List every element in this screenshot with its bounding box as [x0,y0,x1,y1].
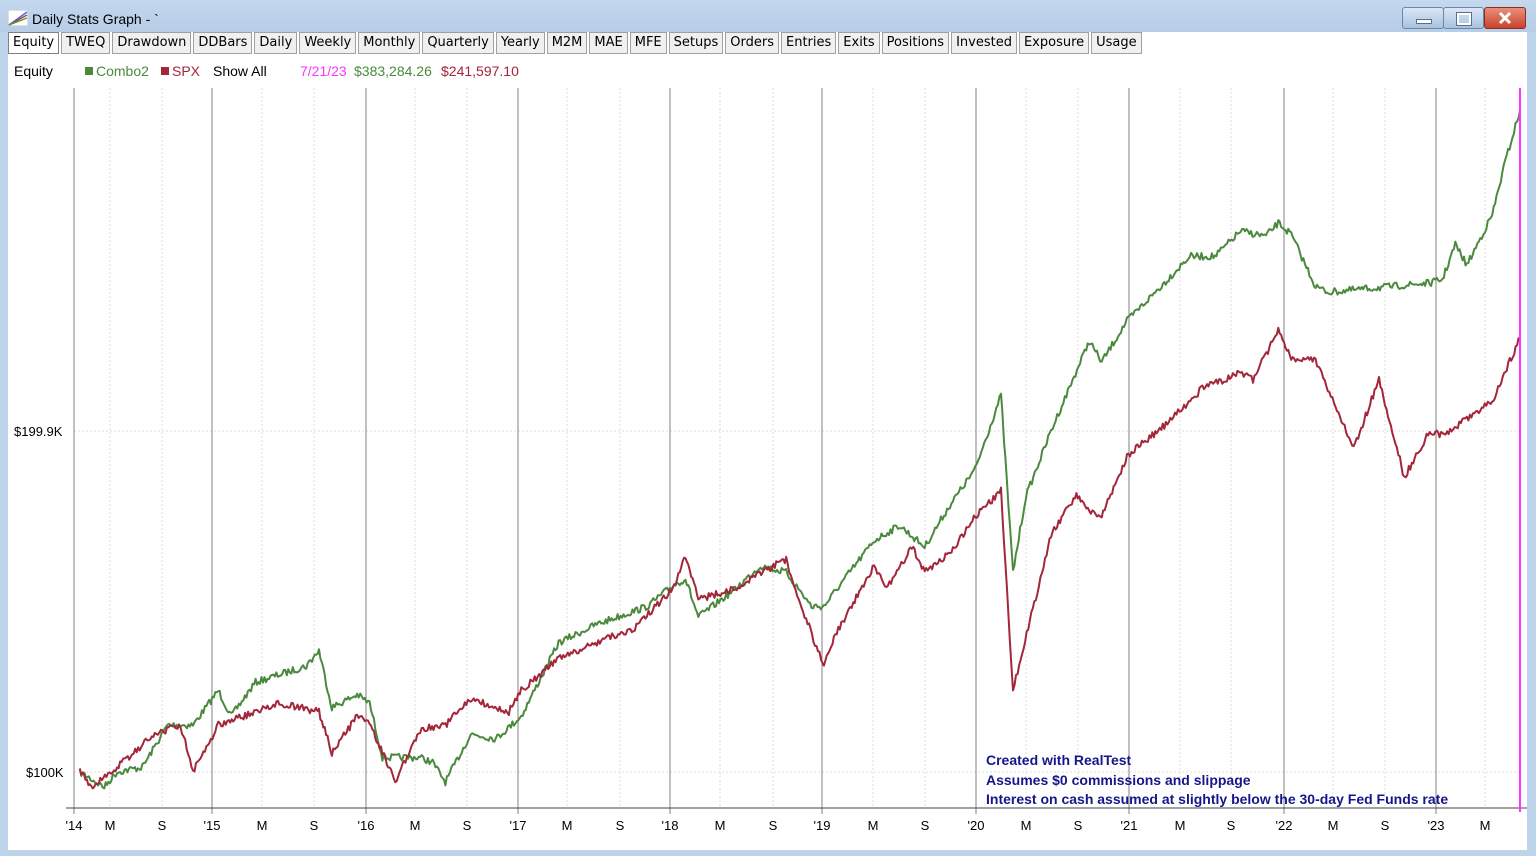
legend-chart-label: Equity [14,63,53,79]
tab-tweq[interactable]: TWEQ [61,32,111,54]
x-tick-label: '16 [357,818,375,833]
tab-monthly[interactable]: Monthly [358,32,421,54]
annotation-line: Interest on cash assumed at slightly bel… [986,791,1449,807]
cursor-value-spx: $241,597.10 [441,63,519,79]
cursor-value-combo2: $383,284.26 [354,63,432,79]
annotation-line: Created with RealTest [986,752,1132,768]
show-all-toggle[interactable]: Show All [213,63,267,79]
tab-daily[interactable]: Daily [254,32,298,54]
tab-orders[interactable]: Orders [725,32,779,54]
tab-drawdown[interactable]: Drawdown [112,32,192,54]
equity-chart[interactable] [8,32,1527,850]
x-tick-label: S [1226,818,1236,833]
tab-mfe[interactable]: MFE [629,32,667,54]
tab-usage[interactable]: Usage [1091,32,1142,54]
tab-exits[interactable]: Exits [838,32,880,54]
tab-m2m[interactable]: M2M [546,32,588,54]
app-graph-icon [8,10,28,26]
tab-positions[interactable]: Positions [881,32,950,54]
maximize-button[interactable] [1443,7,1484,29]
tab-invested[interactable]: Invested [951,32,1017,54]
x-tick-label: '21 [1120,818,1138,833]
close-icon [1498,11,1512,25]
minimize-button[interactable] [1402,7,1444,29]
minimize-icon [1416,19,1432,24]
x-tick-label: S [462,818,472,833]
tab-ddbars[interactable]: DDBars [193,32,253,54]
y-tick-label: $199.9K [14,424,63,439]
tab-setups[interactable]: Setups [668,32,724,54]
x-tick-label: M [104,818,116,833]
x-tick-label: S [157,818,167,833]
spx-swatch-icon [161,67,169,75]
series-line-spx [78,326,1521,790]
tab-mae[interactable]: MAE [589,32,628,54]
x-tick-label: S [615,818,625,833]
x-tick-label: M [867,818,879,833]
graph-window-client: Equity TWEQ Drawdown DDBars Daily Weekly Month… [8,32,1527,850]
x-tick-label: M [1479,818,1491,833]
x-tick-label: '15 [203,818,221,833]
x-tick-label: M [1020,818,1032,833]
window-title: Daily Stats Graph - ` [32,11,159,27]
x-tick-label: S [1380,818,1390,833]
x-tick-label: S [768,818,778,833]
x-tick-label: M [1327,818,1339,833]
tab-quarterly[interactable]: Quarterly [422,32,494,54]
close-button[interactable] [1484,7,1526,29]
x-tick-label: S [1073,818,1083,833]
maximize-icon [1456,12,1472,26]
x-tick-label: '18 [661,818,679,833]
legend-series-combo2[interactable]: Combo2 [96,63,149,79]
annotation-line: Assumes $0 commissions and slippage [986,772,1251,788]
x-tick-label: '14 [65,818,83,833]
y-tick-label: $100K [26,765,64,780]
tab-exposure[interactable]: Exposure [1018,32,1090,54]
cursor-date: 7/21/23 [300,63,347,79]
legend-series-spx[interactable]: SPX [172,63,201,79]
tab-yearly[interactable]: Yearly [495,32,545,54]
x-tick-label: M [561,818,573,833]
x-tick-label: M [409,818,421,833]
combo2-swatch-icon [85,67,93,75]
x-tick-label: M [1174,818,1186,833]
x-tick-label: M [256,818,268,833]
view-tabs: Equity TWEQ Drawdown DDBars Daily Weekly Month… [8,32,1144,54]
x-tick-label: M [714,818,726,833]
title-bar: Daily Stats Graph - ` [0,0,1536,32]
x-tick-label: '20 [967,818,985,833]
series-line-combo2 [78,110,1521,790]
tab-entries[interactable]: Entries [781,32,837,54]
x-tick-label: S [920,818,930,833]
x-tick-label: '17 [509,818,527,833]
x-tick-label: '22 [1275,818,1293,833]
x-tick-label: S [309,818,319,833]
tab-weekly[interactable]: Weekly [299,32,357,54]
tab-equity[interactable]: Equity [8,32,60,54]
x-tick-label: '19 [813,818,831,833]
x-tick-label: '23 [1427,818,1445,833]
